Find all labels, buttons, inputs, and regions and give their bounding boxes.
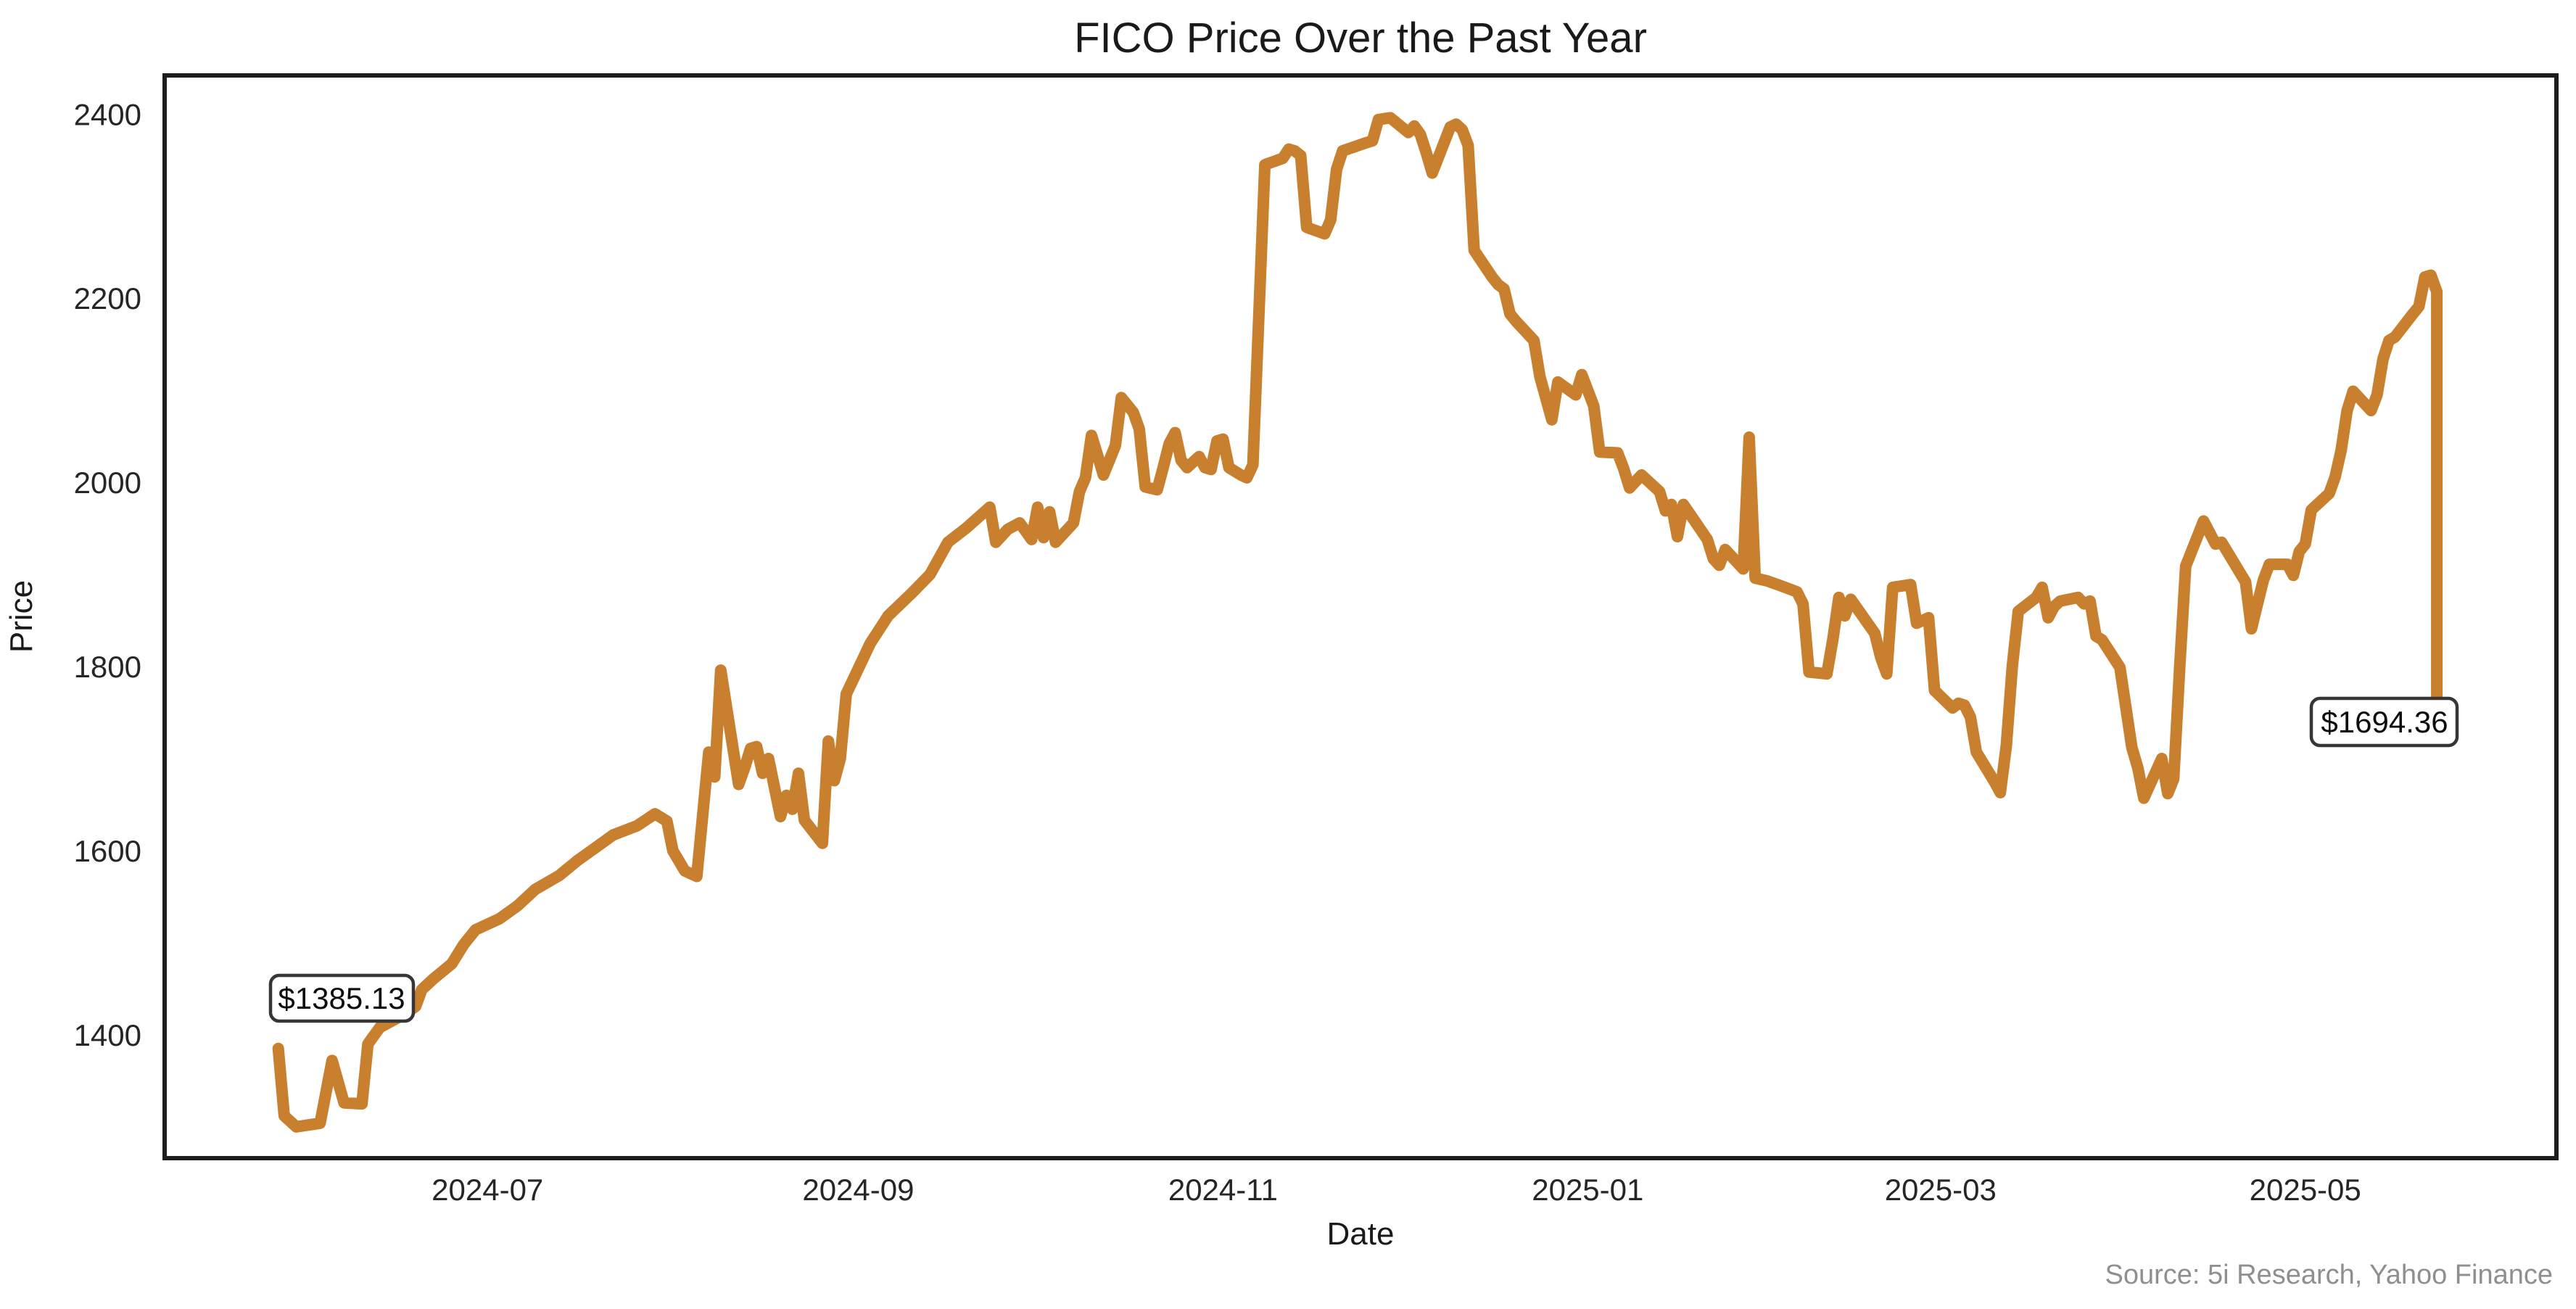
start-annotation-box bbox=[268, 973, 416, 1023]
x-tick-label: 2024-11 bbox=[1168, 1173, 1278, 1207]
x-tick-label: 2024-07 bbox=[432, 1173, 543, 1207]
price-line-series bbox=[272, 112, 2443, 1133]
plot-border bbox=[162, 73, 2559, 1160]
y-tick-label: 1600 bbox=[74, 834, 141, 868]
x-axis-label: Date bbox=[1327, 1216, 1395, 1252]
source-note: Source: 5i Research, Yahoo Finance bbox=[2105, 1260, 2553, 1290]
x-tick-label: 2025-03 bbox=[1885, 1173, 1997, 1207]
start-annotation-text: $1385.13 bbox=[278, 981, 405, 1015]
y-tick-label: 1400 bbox=[74, 1018, 141, 1052]
x-tick-label: 2024-09 bbox=[802, 1173, 914, 1207]
y-axis-label: Price bbox=[4, 580, 39, 653]
end-annotation-text: $1694.36 bbox=[2321, 705, 2448, 739]
chart-title: FICO Price Over the Past Year bbox=[1074, 15, 1647, 62]
x-tick-label: 2025-01 bbox=[1532, 1173, 1643, 1207]
end-price-annotation: $1694.36 bbox=[2309, 696, 2459, 748]
y-tick-label: 2000 bbox=[74, 466, 141, 500]
end-annotation-box bbox=[2309, 696, 2459, 748]
y-tick-label: 2200 bbox=[74, 281, 141, 315]
y-tick-label: 1800 bbox=[74, 650, 141, 684]
y-axis-tick-labels: 1400 1600 1800 2000 2200 2400 bbox=[74, 97, 141, 1052]
start-price-annotation: $1385.13 bbox=[268, 973, 416, 1023]
x-tick-label: 2025-05 bbox=[2250, 1173, 2361, 1207]
y-tick-label: 2400 bbox=[74, 97, 141, 131]
x-axis-tick-labels: 2024-07 2024-09 2024-11 2025-01 2025-03 2025-… bbox=[432, 1173, 2361, 1207]
